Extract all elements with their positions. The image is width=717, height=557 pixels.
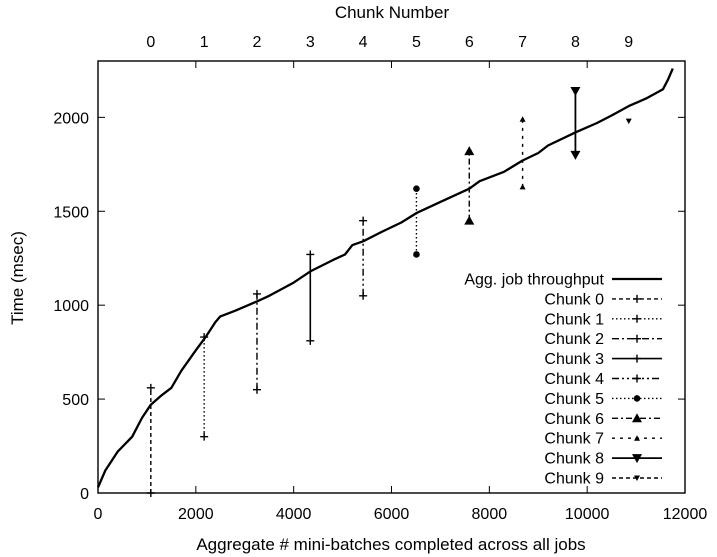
x-tick-label: 4000	[276, 506, 312, 523]
chunk-6-high-marker	[464, 146, 475, 156]
x-tick-label: 8000	[472, 506, 508, 523]
x2-tick-label: 3	[306, 34, 315, 51]
legend-chunk-5-label: Chunk 5	[544, 391, 604, 408]
x-tick-label: 12000	[663, 506, 708, 523]
legend-chunk-2-marker	[633, 334, 641, 343]
legend-chunk-1-label: Chunk 1	[544, 311, 604, 328]
x2-axis-title: Chunk Number	[335, 3, 450, 22]
chunk-3-low-marker	[306, 336, 315, 345]
chunk-5-low-marker	[413, 251, 420, 258]
y-tick-label: 500	[62, 392, 89, 409]
legend-chunk-9-label: Chunk 9	[544, 471, 604, 488]
x2-tick-label: 4	[359, 34, 368, 51]
legend-chunk-2-label: Chunk 2	[544, 331, 604, 348]
y-axis-title: Time (msec)	[8, 231, 27, 325]
chunk-7-high-marker	[519, 116, 526, 122]
y-tick-label: 1000	[53, 298, 89, 315]
legend-chunk-1-marker	[633, 314, 641, 323]
x2-tick-label: 2	[253, 34, 262, 51]
legend-chunk-5-marker	[633, 395, 641, 402]
chunk-2-low-marker	[252, 385, 261, 394]
legend-chunk-6-marker	[632, 413, 642, 423]
x-axis-title: Aggregate # mini-batches completed acros…	[196, 535, 585, 554]
x2-tick-label: 6	[465, 34, 474, 51]
chunk-3-high-marker	[306, 250, 315, 259]
x2-tick-label: 1	[200, 34, 209, 51]
chunk-7-low-marker	[519, 183, 526, 190]
legend-chunk-3-label: Chunk 3	[544, 351, 604, 368]
legend-chunk-8-label: Chunk 8	[544, 451, 604, 468]
chunk-0-low-marker	[146, 489, 155, 497]
chunk-6-low-marker	[464, 215, 475, 225]
legend-throughput-label: Agg. job throughput	[464, 272, 604, 289]
x2-tick-label: 0	[146, 34, 155, 51]
y-tick-label: 1500	[53, 204, 89, 221]
y-tick-label: 2000	[53, 110, 89, 127]
chunk-9-low-marker	[625, 118, 632, 125]
y-tick-label: 0	[80, 486, 89, 503]
chunk-4-high-marker	[359, 216, 368, 225]
chunk-4-low-marker	[359, 291, 368, 300]
x2-tick-label: 8	[571, 34, 580, 51]
x2-tick-label: 5	[412, 34, 421, 51]
legend-chunk-6-label: Chunk 6	[544, 411, 604, 428]
chunk-2-high-marker	[252, 289, 261, 298]
x-tick-label: 6000	[374, 506, 410, 523]
legend-chunk-0-marker	[633, 294, 641, 303]
x2-tick-label: 7	[518, 34, 527, 51]
legend-chunk-3-marker	[633, 354, 641, 363]
legend-chunk-7-label: Chunk 7	[544, 431, 604, 448]
legend-chunk-8-marker	[632, 454, 642, 464]
legend-chunk-4-marker	[633, 374, 641, 383]
legend-chunk-7-marker	[634, 435, 640, 441]
chunk-0-high-marker	[146, 383, 155, 392]
x-tick-label: 2000	[178, 506, 214, 523]
legend-chunk-0-label: Chunk 0	[544, 291, 604, 308]
x2-tick-label: 9	[624, 34, 633, 51]
chunk-8-high-marker	[570, 87, 581, 97]
x-tick-label: 0	[94, 506, 103, 523]
throughput-line	[96, 68, 674, 488]
legend-chunk-9-marker	[634, 475, 640, 481]
legend-chunk-4-label: Chunk 4	[544, 371, 604, 388]
chunk-5-high-marker	[413, 185, 420, 193]
chunk-8-low-marker	[570, 150, 581, 160]
x-tick-label: 10000	[565, 506, 610, 523]
chunk-1-low-marker	[200, 432, 209, 441]
